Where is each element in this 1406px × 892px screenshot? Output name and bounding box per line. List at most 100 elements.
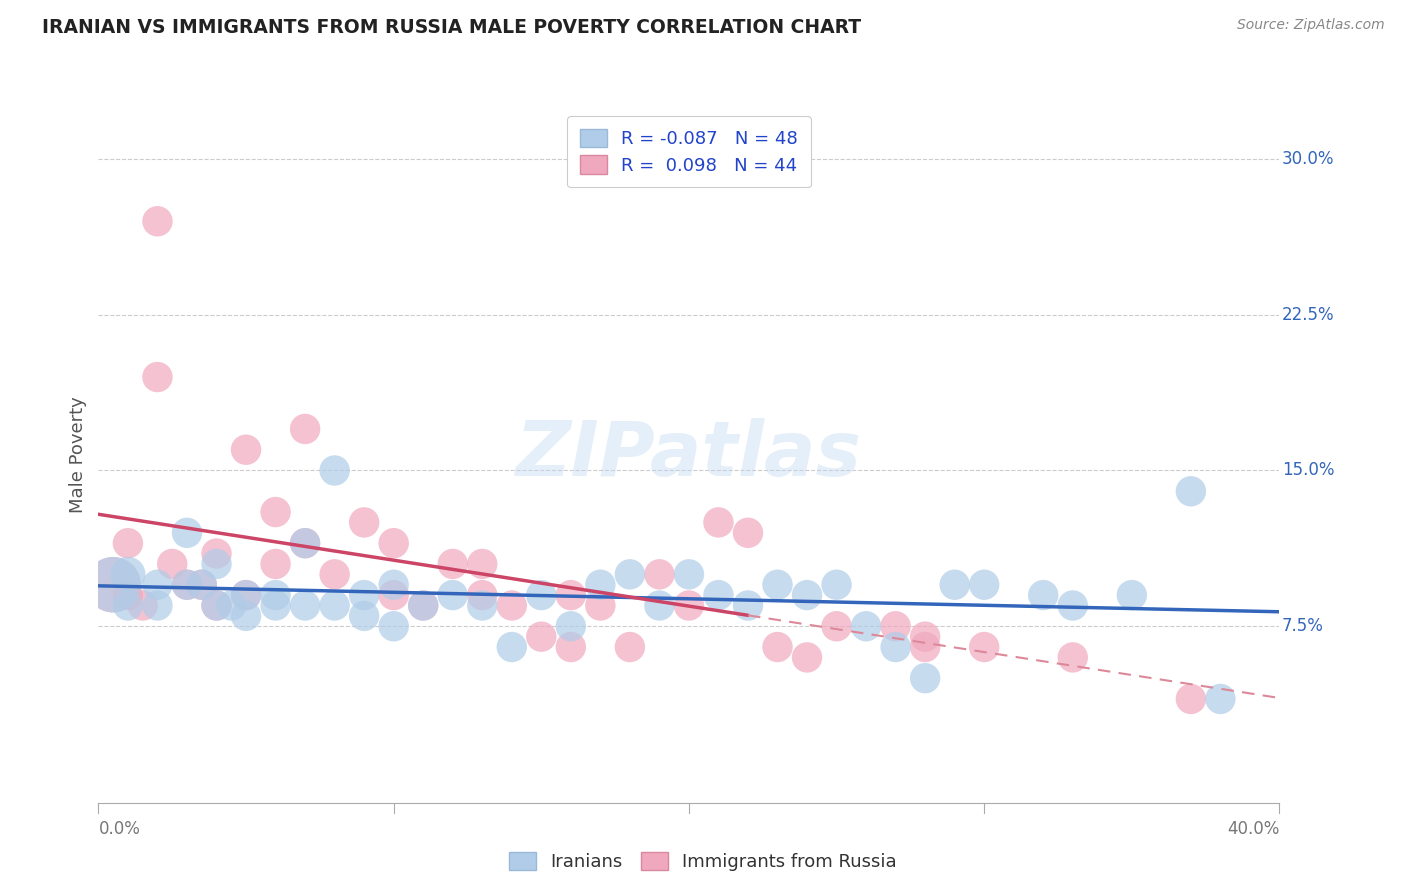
Point — [619, 567, 641, 582]
Point — [205, 557, 228, 571]
Point — [589, 578, 612, 592]
Point — [117, 599, 139, 613]
Point — [221, 599, 243, 613]
Point — [560, 588, 582, 602]
Point — [766, 578, 789, 592]
Point — [103, 578, 125, 592]
Point — [560, 640, 582, 654]
Point — [353, 588, 375, 602]
Point — [264, 599, 287, 613]
Point — [205, 547, 228, 561]
Point — [619, 640, 641, 654]
Point — [1062, 650, 1084, 665]
Point — [353, 608, 375, 623]
Legend: R = -0.087   N = 48, R =  0.098   N = 44: R = -0.087 N = 48, R = 0.098 N = 44 — [567, 116, 811, 187]
Point — [1180, 692, 1202, 706]
Point — [441, 557, 464, 571]
Point — [1032, 588, 1054, 602]
Point — [103, 578, 125, 592]
Point — [382, 536, 405, 550]
Point — [294, 599, 316, 613]
Point — [648, 599, 671, 613]
Point — [914, 671, 936, 685]
Point — [176, 525, 198, 540]
Point — [382, 578, 405, 592]
Point — [117, 567, 139, 582]
Point — [294, 422, 316, 436]
Point — [235, 588, 257, 602]
Point — [973, 578, 995, 592]
Point — [176, 578, 198, 592]
Point — [560, 619, 582, 633]
Point — [825, 578, 848, 592]
Text: IRANIAN VS IMMIGRANTS FROM RUSSIA MALE POVERTY CORRELATION CHART: IRANIAN VS IMMIGRANTS FROM RUSSIA MALE P… — [42, 18, 862, 37]
Point — [914, 640, 936, 654]
Point — [294, 536, 316, 550]
Legend: Iranians, Immigrants from Russia: Iranians, Immigrants from Russia — [502, 845, 904, 879]
Point — [353, 516, 375, 530]
Point — [205, 599, 228, 613]
Point — [191, 578, 214, 592]
Point — [235, 608, 257, 623]
Point — [205, 599, 228, 613]
Point — [264, 588, 287, 602]
Point — [264, 557, 287, 571]
Point — [1209, 692, 1232, 706]
Point — [382, 588, 405, 602]
Point — [1062, 599, 1084, 613]
Point — [294, 536, 316, 550]
Point — [471, 557, 494, 571]
Point — [412, 599, 434, 613]
Point — [382, 619, 405, 633]
Point — [264, 505, 287, 519]
Point — [1121, 588, 1143, 602]
Point — [146, 214, 169, 228]
Point — [914, 630, 936, 644]
Point — [884, 619, 907, 633]
Text: 40.0%: 40.0% — [1227, 821, 1279, 838]
Point — [501, 599, 523, 613]
Text: 30.0%: 30.0% — [1282, 150, 1334, 168]
Point — [117, 536, 139, 550]
Point — [146, 599, 169, 613]
Point — [117, 588, 139, 602]
Point — [132, 599, 155, 613]
Point — [162, 557, 183, 571]
Point — [796, 588, 818, 602]
Point — [766, 640, 789, 654]
Point — [323, 463, 346, 477]
Point — [323, 567, 346, 582]
Point — [471, 588, 494, 602]
Text: 0.0%: 0.0% — [98, 821, 141, 838]
Point — [825, 619, 848, 633]
Point — [589, 599, 612, 613]
Point — [530, 588, 553, 602]
Point — [1180, 484, 1202, 499]
Text: Source: ZipAtlas.com: Source: ZipAtlas.com — [1237, 18, 1385, 32]
Point — [973, 640, 995, 654]
Text: 7.5%: 7.5% — [1282, 617, 1323, 635]
Point — [678, 567, 700, 582]
Point — [737, 599, 759, 613]
Point — [176, 578, 198, 592]
Text: ZIPatlas: ZIPatlas — [516, 418, 862, 491]
Point — [707, 588, 730, 602]
Point — [737, 525, 759, 540]
Y-axis label: Male Poverty: Male Poverty — [69, 397, 87, 513]
Point — [146, 370, 169, 384]
Point — [501, 640, 523, 654]
Point — [707, 516, 730, 530]
Point — [235, 588, 257, 602]
Point — [235, 442, 257, 457]
Point — [530, 630, 553, 644]
Point — [678, 599, 700, 613]
Point — [323, 599, 346, 613]
Text: 22.5%: 22.5% — [1282, 306, 1334, 324]
Point — [884, 640, 907, 654]
Point — [441, 588, 464, 602]
Point — [855, 619, 877, 633]
Point — [796, 650, 818, 665]
Text: 15.0%: 15.0% — [1282, 461, 1334, 480]
Point — [412, 599, 434, 613]
Point — [943, 578, 966, 592]
